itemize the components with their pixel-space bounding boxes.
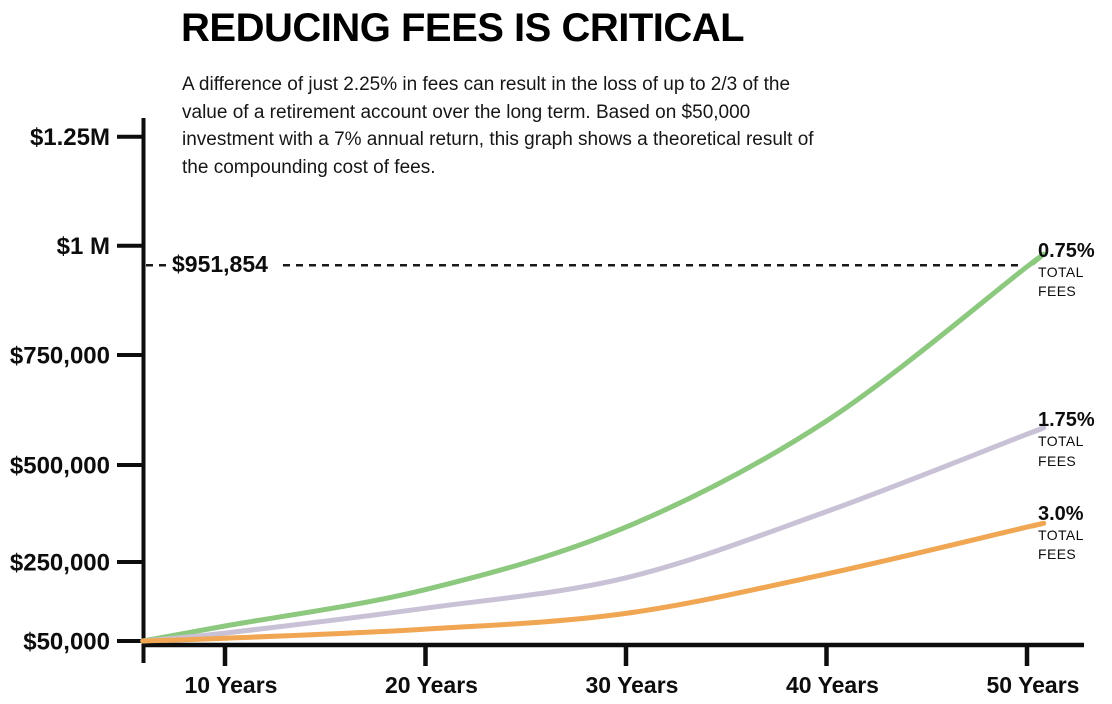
curve-30-total-fees xyxy=(140,520,1047,644)
y-tick-label: $1 M xyxy=(57,233,110,260)
fee-label-block-30: 3.0% TOTAL FEES xyxy=(1038,503,1084,565)
fee-percent-label: 1.75% xyxy=(1038,409,1095,432)
fee-label-block-175: 1.75% TOTAL FEES xyxy=(1038,409,1095,471)
y-tick-label: $50,000 xyxy=(23,629,110,656)
fee-label-block-075: 0.75% TOTAL FEES xyxy=(1038,240,1095,302)
x-tick-label: 30 Years xyxy=(586,672,679,698)
annotation-value-label: $951,854 xyxy=(172,251,268,278)
x-tick-label: 20 Years xyxy=(385,672,478,698)
x-tick-label: 10 Years xyxy=(185,672,278,698)
fee-sublabel-fees: FEES xyxy=(1038,546,1077,563)
page-title: REDUCING FEES IS CRITICAL xyxy=(181,6,745,50)
fee-percent-label: 0.75% xyxy=(1038,239,1095,262)
fee-sublabel-total: TOTAL xyxy=(1038,526,1084,543)
curve-175-total-fees xyxy=(140,425,1047,644)
x-tick-label: 50 Years xyxy=(987,672,1080,698)
y-tick-label: $750,000 xyxy=(10,343,110,370)
y-tick-label: $250,000 xyxy=(10,550,110,577)
fee-sublabel-fees: FEES xyxy=(1038,452,1077,469)
fee-sublabel-total: TOTAL xyxy=(1038,433,1084,450)
fee-sublabel-total: TOTAL xyxy=(1038,263,1084,280)
chart-description: A difference of just 2.25% in fees can r… xyxy=(182,74,814,178)
fee-sublabel-fees: FEES xyxy=(1038,283,1077,300)
x-tick-label: 40 Years xyxy=(786,672,879,698)
y-tick-label: $1.25M xyxy=(30,124,110,151)
fee-percent-label: 3.0% xyxy=(1038,502,1084,525)
y-tick-label: $500,000 xyxy=(10,453,110,480)
curve-075-total-fees xyxy=(140,251,1047,644)
